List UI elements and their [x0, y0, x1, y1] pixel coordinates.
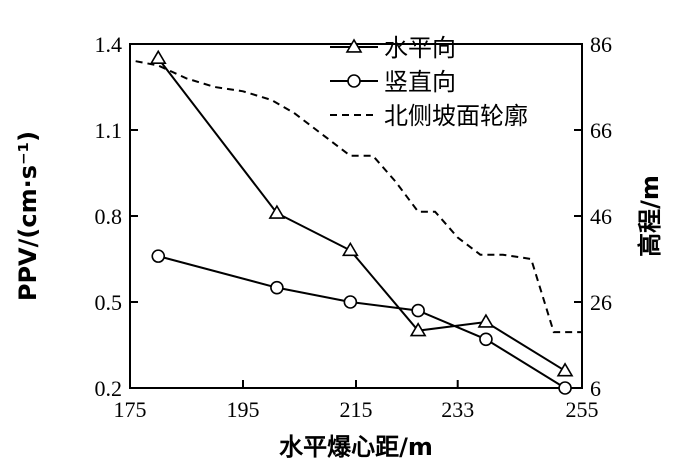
data-point: [556, 362, 574, 377]
data-point: [411, 303, 425, 318]
y-left-tick-label: 0.8: [95, 204, 123, 229]
data-point: [479, 332, 493, 347]
y-left-tick-label: 1.4: [95, 32, 123, 57]
data-point: [151, 249, 166, 263]
x-axis-title: 水平爆心距/m: [279, 433, 433, 461]
legend-marker: [347, 74, 361, 88]
y-left-tick-label: 0.2: [95, 376, 123, 401]
y-right-tick-label: 86: [590, 32, 612, 57]
legend-label: 竖直向: [384, 68, 456, 96]
y-right-tick-label: 26: [590, 290, 612, 315]
y-right-tick-label: 6: [590, 376, 601, 401]
x-tick-label: 195: [227, 397, 260, 422]
y-left-axis-title: PPV/(cm·s⁻¹): [14, 131, 42, 301]
x-tick-label: 215: [340, 397, 373, 422]
series-3: [135, 60, 582, 334]
x-tick-label: 233: [441, 397, 474, 422]
y-left-tick-label: 1.1: [95, 118, 123, 143]
legend-item: 水平向: [330, 34, 456, 62]
axes: 175 195 215 233 255 0.2 0.5 0.8 1.1 1.4 6 26 46 66 86: [95, 32, 613, 422]
legend-item: 竖直向: [330, 68, 456, 96]
y-right-tick-label: 66: [590, 118, 612, 143]
data-point: [558, 381, 572, 395]
x-tick-label: 175: [114, 397, 147, 422]
series-line: [157, 255, 566, 389]
series-2: [151, 249, 572, 395]
series-line: [157, 57, 566, 372]
series-1: [149, 49, 574, 377]
data-point: [409, 322, 427, 337]
data-point: [149, 49, 167, 65]
series-line: [135, 60, 582, 334]
legend-item: 北侧坡面轮廓: [330, 102, 528, 130]
data-point: [477, 313, 495, 328]
y-right-tick-label: 46: [590, 204, 612, 229]
data-point: [343, 295, 358, 309]
y-right-axis-title: 高程/m: [636, 175, 664, 257]
legend-label: 水平向: [384, 34, 456, 62]
x-tick-label: 255: [566, 397, 599, 422]
plot-frame: [129, 43, 583, 389]
y-left-tick-label: 0.5: [95, 290, 123, 315]
data-point: [341, 241, 359, 257]
data-point: [268, 204, 286, 219]
legend-marker: [345, 38, 363, 53]
series-layer: [135, 49, 582, 395]
data-point: [270, 280, 284, 295]
legend-label: 北侧坡面轮廓: [384, 102, 528, 130]
